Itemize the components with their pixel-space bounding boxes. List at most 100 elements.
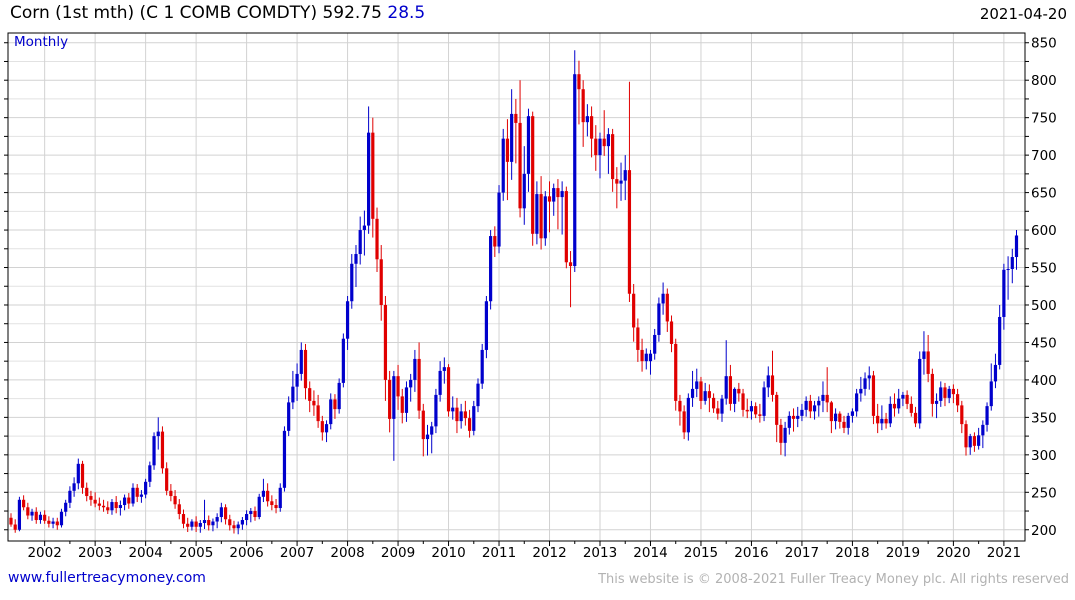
up-candle bbox=[497, 185, 501, 254]
up-candle bbox=[287, 396, 291, 437]
candle-body bbox=[674, 343, 678, 401]
up-candle bbox=[859, 376, 863, 402]
up-candle bbox=[749, 400, 754, 420]
down-candle bbox=[13, 519, 17, 533]
down-candle bbox=[181, 509, 186, 529]
down-candle bbox=[518, 80, 522, 218]
up-candle bbox=[552, 183, 556, 216]
candle-body bbox=[779, 424, 783, 443]
candle-body bbox=[884, 418, 888, 424]
candle-body bbox=[812, 405, 817, 412]
down-candle bbox=[114, 496, 118, 514]
candle-body bbox=[152, 436, 156, 466]
candle-body bbox=[606, 134, 611, 147]
candle-body bbox=[34, 511, 38, 521]
up-candle bbox=[922, 331, 926, 375]
up-candle bbox=[968, 433, 972, 455]
up-candle bbox=[413, 349, 417, 392]
up-candle bbox=[686, 393, 690, 441]
candle-body bbox=[733, 388, 737, 404]
candle-body bbox=[644, 353, 648, 362]
down-candle bbox=[417, 342, 421, 419]
candle-body bbox=[261, 490, 266, 497]
price-change: 28.5 bbox=[387, 3, 426, 23]
up-candle bbox=[724, 340, 728, 405]
down-candle bbox=[808, 394, 812, 419]
candle-body bbox=[741, 393, 745, 410]
candle-body bbox=[371, 132, 375, 219]
candle-body bbox=[800, 409, 804, 416]
down-candle bbox=[669, 315, 674, 353]
website-link[interactable]: www.fullertreacymoney.com bbox=[8, 570, 206, 586]
candle-body bbox=[404, 387, 409, 413]
up-candle bbox=[998, 304, 1002, 370]
candle-body bbox=[817, 400, 821, 406]
candle-body bbox=[632, 293, 636, 328]
candle-body bbox=[354, 254, 358, 264]
candle-body bbox=[522, 173, 526, 209]
candle-body bbox=[329, 399, 333, 425]
down-candle bbox=[674, 338, 678, 411]
candle-body bbox=[964, 424, 968, 448]
down-candle bbox=[379, 245, 383, 321]
y-axis-label: 250 bbox=[1031, 485, 1057, 501]
down-candle bbox=[26, 502, 30, 520]
candle-body bbox=[547, 196, 552, 202]
grid bbox=[8, 33, 1025, 541]
up-candle bbox=[261, 478, 266, 503]
up-candle bbox=[1002, 263, 1006, 330]
candlestick-chart-canvas[interactable]: 200 250 300 350 400 450 500 550 600 650 700 750 800 8… bbox=[0, 0, 1075, 566]
up-candle bbox=[897, 388, 901, 414]
candle-body bbox=[703, 391, 707, 401]
copyright-text: This website is © 2008-2021 Fuller Treac… bbox=[598, 572, 1069, 587]
candle-body bbox=[960, 405, 964, 425]
up-candle bbox=[282, 426, 287, 492]
candle-body bbox=[9, 517, 13, 525]
candle-body bbox=[657, 303, 661, 335]
down-candle bbox=[400, 388, 404, 424]
down-candle bbox=[589, 106, 594, 158]
candle-body bbox=[47, 520, 51, 524]
down-candle bbox=[173, 490, 177, 509]
up-candle bbox=[733, 387, 737, 413]
candle-body bbox=[695, 381, 699, 389]
candle-body bbox=[165, 468, 169, 491]
candle-body bbox=[745, 409, 749, 412]
candle-body bbox=[846, 415, 850, 428]
candle-body bbox=[253, 511, 257, 518]
up-candle bbox=[766, 366, 770, 398]
candle-body bbox=[1010, 257, 1014, 270]
down-candle bbox=[223, 504, 228, 525]
candle-body bbox=[897, 398, 901, 409]
candle-body bbox=[38, 514, 43, 521]
candle-body bbox=[661, 293, 665, 304]
x-axis-label: 2016 bbox=[734, 545, 768, 561]
candle-body bbox=[775, 394, 779, 425]
candle-body bbox=[716, 408, 720, 414]
candle-body bbox=[80, 463, 85, 488]
down-candle bbox=[876, 403, 880, 434]
up-candle bbox=[573, 50, 577, 273]
candle-body bbox=[299, 349, 303, 374]
up-candle bbox=[38, 511, 43, 524]
candle-body bbox=[278, 487, 282, 509]
up-candle bbox=[409, 373, 413, 402]
down-candle bbox=[228, 514, 232, 531]
down-candle bbox=[160, 426, 165, 474]
candle-body bbox=[564, 191, 568, 263]
down-candle bbox=[943, 382, 947, 407]
up-candle bbox=[585, 104, 589, 137]
candle-body bbox=[913, 412, 918, 424]
x-axis-labels: 2002 2003 2004 2005 2006 2007 2008 2009 2010 2011… bbox=[27, 545, 1021, 561]
down-candle bbox=[43, 510, 47, 524]
candle-body bbox=[518, 122, 522, 209]
up-candle bbox=[1010, 248, 1014, 284]
down-candle bbox=[682, 405, 686, 440]
candle-body bbox=[106, 507, 110, 511]
candle-body bbox=[977, 435, 981, 446]
up-candle bbox=[522, 146, 526, 225]
up-candle bbox=[560, 181, 564, 235]
price-chart[interactable]: 200 250 300 350 400 450 500 550 600 650 700 750 800 8… bbox=[0, 0, 1075, 570]
candle-body bbox=[560, 191, 564, 198]
candle-body bbox=[602, 138, 606, 147]
